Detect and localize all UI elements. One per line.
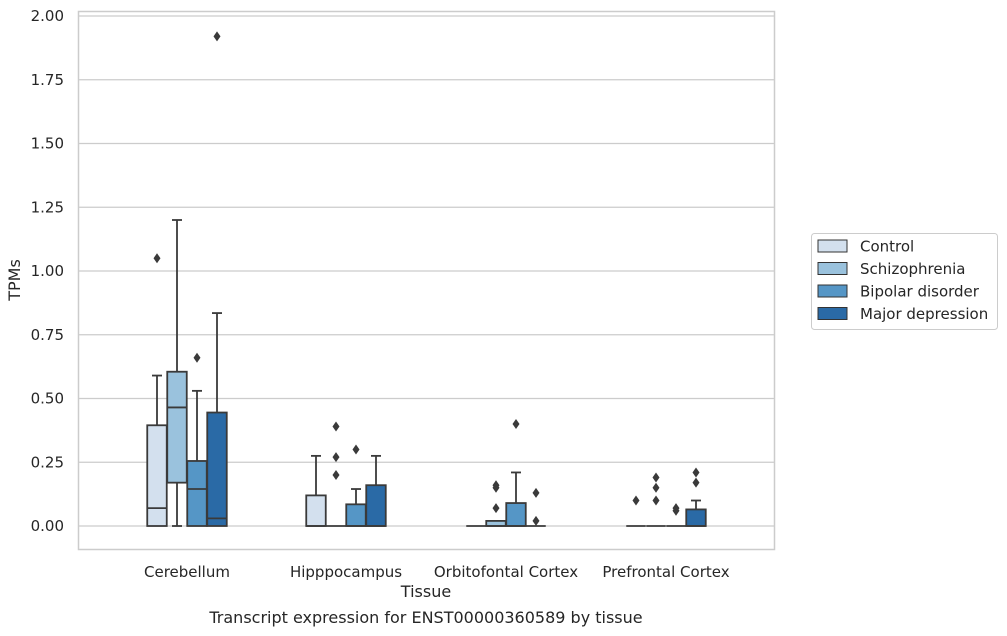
outlier-point (153, 253, 161, 264)
outlier-point (652, 495, 660, 506)
y-axis-label: TPMs (5, 259, 24, 302)
outlier-point (213, 31, 221, 42)
legend-label: Major depression (860, 305, 988, 323)
outlier-point (332, 470, 340, 480)
box-control (305, 454, 327, 527)
legend-swatch (817, 262, 848, 275)
legend-label: Control (860, 238, 914, 256)
legend-frame (811, 233, 998, 330)
box-iqr (305, 494, 327, 527)
outlier-point (532, 515, 540, 526)
box-schizophrenia (326, 421, 346, 527)
box-bipolar-disorder (666, 503, 686, 527)
outlier-point (532, 487, 540, 498)
chart-caption: Transcript expression for ENST0000036058… (208, 608, 642, 627)
x-tick-label: Orbitofontal Cortex (434, 563, 578, 581)
x-tick-label: Prefrontal Cortex (602, 563, 729, 581)
box-iqr (186, 460, 208, 527)
box-schizophrenia (646, 472, 666, 527)
y-tick-label: 1.25 (31, 198, 64, 216)
box-major-depression (526, 487, 546, 527)
box-iqr (365, 484, 387, 527)
box-schizophrenia (485, 480, 507, 527)
y-tick-label: 0.75 (31, 326, 64, 344)
y-tick-label: 1.75 (31, 71, 64, 89)
box-iqr (206, 411, 228, 527)
outlier-point (512, 419, 520, 429)
outlier-point (652, 472, 660, 483)
outlier-point (332, 452, 340, 463)
legend-label: Bipolar disorder (860, 283, 980, 301)
y-tick-label: 0.50 (31, 390, 64, 408)
box-major-depression (206, 31, 228, 527)
y-tick-label: 1.50 (31, 135, 64, 153)
outlier-point (692, 467, 700, 478)
legend-swatch (817, 284, 848, 298)
outlier-point (332, 421, 340, 432)
legend: Control Schizophrenia Bipolar disorder Majo… (811, 233, 998, 330)
box-major-depression (365, 454, 387, 527)
outlier-point (492, 503, 500, 514)
x-tick-label: Hipppocampus (290, 563, 402, 581)
legend-swatch (817, 307, 848, 320)
outlier-point (352, 444, 360, 455)
y-tick-label: 0.00 (31, 517, 64, 535)
outlier-point (672, 503, 680, 514)
outlier-point (632, 495, 640, 506)
box-iqr (166, 370, 188, 484)
box-bipolar-disorder (505, 419, 527, 527)
y-tick-label: 1.00 (31, 262, 64, 280)
legend-swatch (817, 239, 848, 253)
box-schizophrenia (166, 219, 188, 527)
box-bipolar-disorder (345, 444, 367, 527)
box-iqr (146, 424, 168, 527)
box-major-depression (685, 467, 707, 527)
box-control (146, 253, 168, 527)
x-axis-label: Tissue (400, 582, 451, 601)
x-tick-label: Cerebellum (144, 563, 230, 581)
box-iqr (345, 503, 367, 527)
outlier-point (692, 477, 700, 488)
box-iqr (685, 508, 707, 527)
outlier-point (492, 480, 500, 491)
outlier-point (652, 482, 660, 493)
box-control (626, 495, 646, 527)
y-tick-label: 0.25 (31, 453, 64, 471)
outlier-point (193, 352, 201, 363)
box-iqr (505, 502, 527, 527)
y-tick-label: 2.00 (31, 7, 64, 25)
box-bipolar-disorder (186, 352, 208, 527)
legend-label: Schizophrenia (860, 260, 965, 278)
plot-frame (77, 10, 776, 551)
